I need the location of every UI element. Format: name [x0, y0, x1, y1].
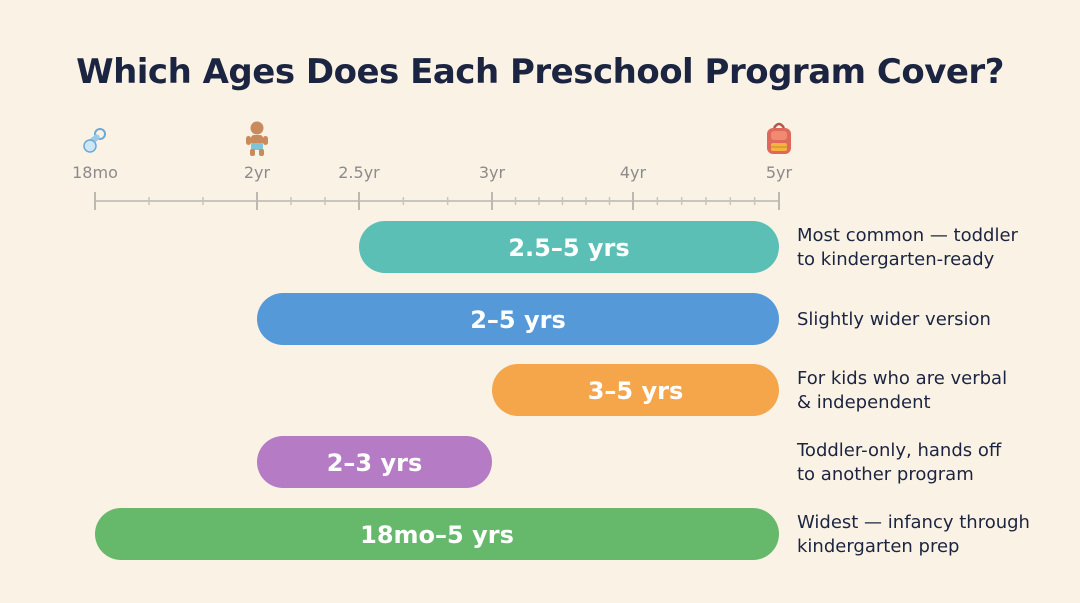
bar-note: Widest — infancy through	[797, 512, 1030, 533]
bar-2	[492, 364, 779, 416]
bar-3	[257, 436, 492, 488]
baby-icon	[246, 121, 268, 156]
bar-label: 3–5 yrs	[588, 377, 684, 405]
chart-title: Which Ages Does Each Preschool Program C…	[76, 52, 1004, 92]
bar-note: kindergarten prep	[797, 536, 959, 557]
tick-label: 4yr	[620, 163, 647, 182]
bar-label: 2–5 yrs	[470, 306, 566, 334]
backpack-icon	[767, 122, 791, 154]
bar-note: Slightly wider version	[797, 309, 991, 330]
bar-note: Most common — toddler	[797, 225, 1019, 246]
bar-note: to another program	[797, 464, 974, 485]
tick-label: 5yr	[766, 163, 793, 182]
bar-label: 2.5–5 yrs	[508, 234, 629, 262]
bar-note: to kindergarten-ready	[797, 249, 995, 270]
bar-0	[359, 221, 779, 273]
bar-note: Toddler-only, hands off	[796, 440, 1002, 461]
axis-icons	[83, 121, 791, 156]
tick-label: 18mo	[72, 163, 118, 182]
bar-note: & independent	[797, 392, 931, 413]
bar-4	[95, 508, 779, 560]
bar-label: 2–3 yrs	[327, 449, 423, 477]
tick-label: 3yr	[479, 163, 506, 182]
tick-label: 2.5yr	[338, 163, 380, 182]
age-axis: 18mo 2yr 2.5yr 3yr 4yr 5yr	[72, 163, 793, 210]
program-notes: Most common — toddler to kindergarten-rea…	[796, 225, 1030, 557]
bar-1	[257, 293, 779, 345]
pacifier-icon	[83, 128, 106, 153]
bar-label: 18mo–5 yrs	[360, 521, 514, 549]
tick-label: 2yr	[244, 163, 271, 182]
program-bars: 2.5–5 yrs 2–5 yrs 3–5 yrs 2–3 yrs 18mo–5 yrs	[95, 221, 779, 560]
bar-note: For kids who are verbal	[797, 368, 1007, 389]
